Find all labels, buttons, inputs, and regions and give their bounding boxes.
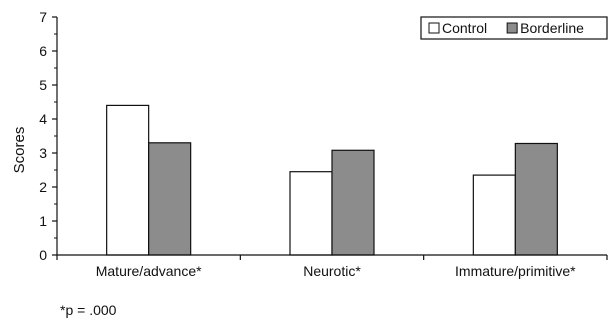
y-tick-label: 2: [39, 179, 47, 195]
bar-control-2: [289, 171, 333, 256]
x-category-label: Neurotic*: [303, 263, 361, 279]
y-tick-label: 6: [39, 43, 47, 59]
legend-swatch-control: [428, 22, 440, 34]
y-tick-label: 7: [39, 9, 47, 25]
bars: [106, 104, 558, 256]
bar-borderline-1: [148, 142, 192, 256]
y-tick-label: 0: [39, 247, 47, 263]
y-axis-label: Scores: [11, 127, 28, 174]
y-axis-ticks: 0 1 2 3 4 5 6 7: [39, 9, 58, 263]
legend-swatch-borderline: [506, 22, 518, 34]
bar-borderline-3: [514, 142, 558, 256]
bar-borderline-2: [331, 149, 375, 256]
y-tick-label: 5: [39, 77, 47, 93]
y-tick-label: 3: [39, 145, 47, 161]
x-category-label: Mature/advance*: [96, 263, 202, 279]
legend-label-borderline: Borderline: [520, 20, 584, 36]
bar-control-1: [106, 104, 150, 256]
bar-control-3: [472, 174, 516, 256]
y-tick-label: 1: [39, 213, 47, 229]
x-axis: Mature/advance* Neurotic* Immature/primiti…: [56, 254, 608, 279]
legend-label-control: Control: [442, 20, 487, 36]
x-category-label: Immature/primitive*: [455, 263, 576, 279]
y-tick-label: 4: [39, 111, 47, 127]
footnote: *p = .000: [60, 302, 117, 318]
legend: Control Borderline: [420, 16, 608, 40]
